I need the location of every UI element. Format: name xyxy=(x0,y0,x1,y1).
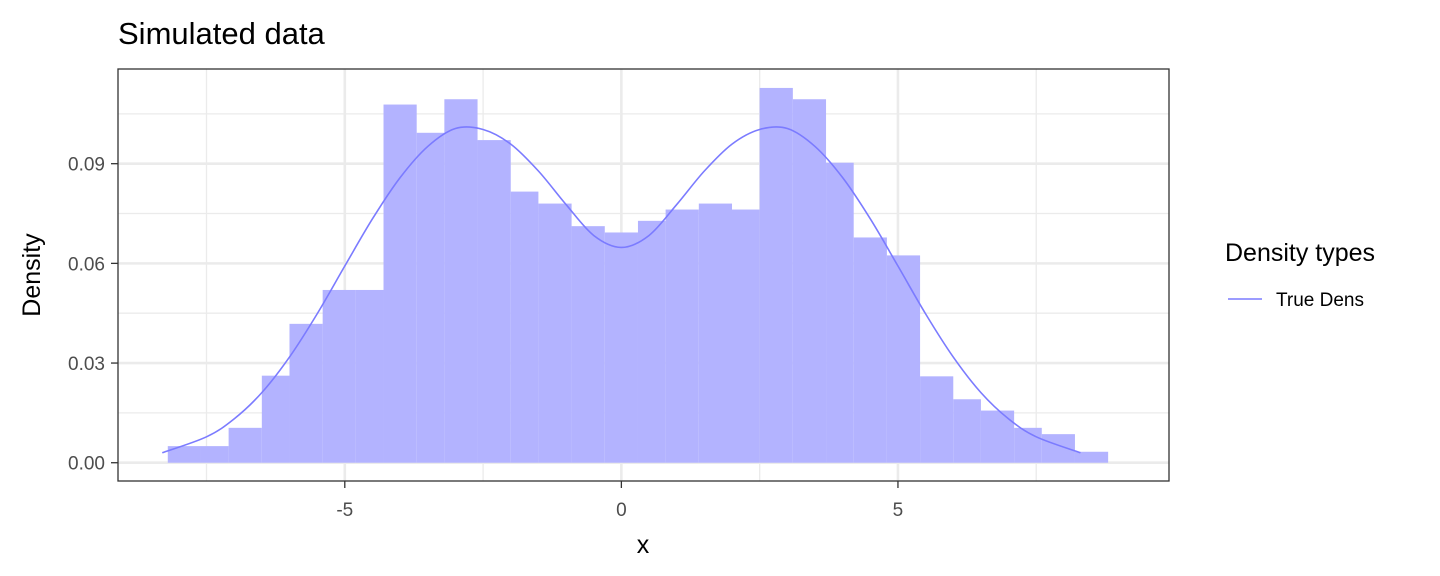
histogram-bar xyxy=(665,209,699,463)
histogram-bar xyxy=(1014,427,1042,463)
histogram-bar xyxy=(920,376,954,463)
legend-label-true-dens: True Dens xyxy=(1276,290,1364,311)
histogram-bar xyxy=(571,226,605,463)
histogram-bar xyxy=(200,446,229,463)
histogram-bar xyxy=(698,203,733,463)
x-tick-label: 5 xyxy=(893,500,904,521)
x-tick-label: 0 xyxy=(616,500,627,521)
histogram-bar xyxy=(477,140,511,463)
histogram-bar xyxy=(853,237,887,463)
chart-title: Simulated data xyxy=(118,16,326,51)
histogram-bar xyxy=(444,99,478,463)
histogram-bar xyxy=(886,255,921,463)
histogram-bar xyxy=(228,427,262,463)
legend: Density types True Dens xyxy=(1225,239,1375,311)
histogram-bar xyxy=(289,323,323,463)
histogram-bar xyxy=(604,232,638,463)
histogram-bar xyxy=(538,203,572,463)
y-axis-title: Density xyxy=(18,233,46,317)
histogram-bar xyxy=(322,289,356,463)
histogram-bar xyxy=(826,162,854,463)
histogram-bar xyxy=(1074,451,1109,463)
histogram-bar xyxy=(732,209,760,463)
y-tick-label: 0.00 xyxy=(68,454,105,475)
histogram-bar xyxy=(383,104,417,463)
histogram-bar xyxy=(355,289,384,463)
legend-title: Density types xyxy=(1225,239,1375,267)
y-tick-label: 0.03 xyxy=(68,354,105,375)
histogram-bar xyxy=(953,399,981,463)
histogram-bar xyxy=(792,99,827,463)
density-curves xyxy=(161,126,1081,454)
plot-panel-border xyxy=(117,68,1170,482)
y-axis-ticks: 0.00 0.03 0.06 0.09 xyxy=(68,155,118,475)
x-axis-title: x xyxy=(637,531,650,559)
density-line-true-dens xyxy=(161,126,1081,454)
histogram-bars xyxy=(167,87,1109,463)
x-tick-label: -5 xyxy=(336,500,353,521)
histogram-bar xyxy=(261,375,290,463)
histogram-bar xyxy=(637,220,666,463)
y-tick-label: 0.06 xyxy=(68,254,105,275)
histogram-bar xyxy=(759,87,793,463)
y-tick-label: 0.09 xyxy=(68,155,105,176)
x-axis-ticks: -5 0 5 xyxy=(336,481,903,521)
histogram-bar xyxy=(510,191,539,463)
histogram-bar xyxy=(416,132,445,463)
histogram-bar xyxy=(167,446,201,463)
